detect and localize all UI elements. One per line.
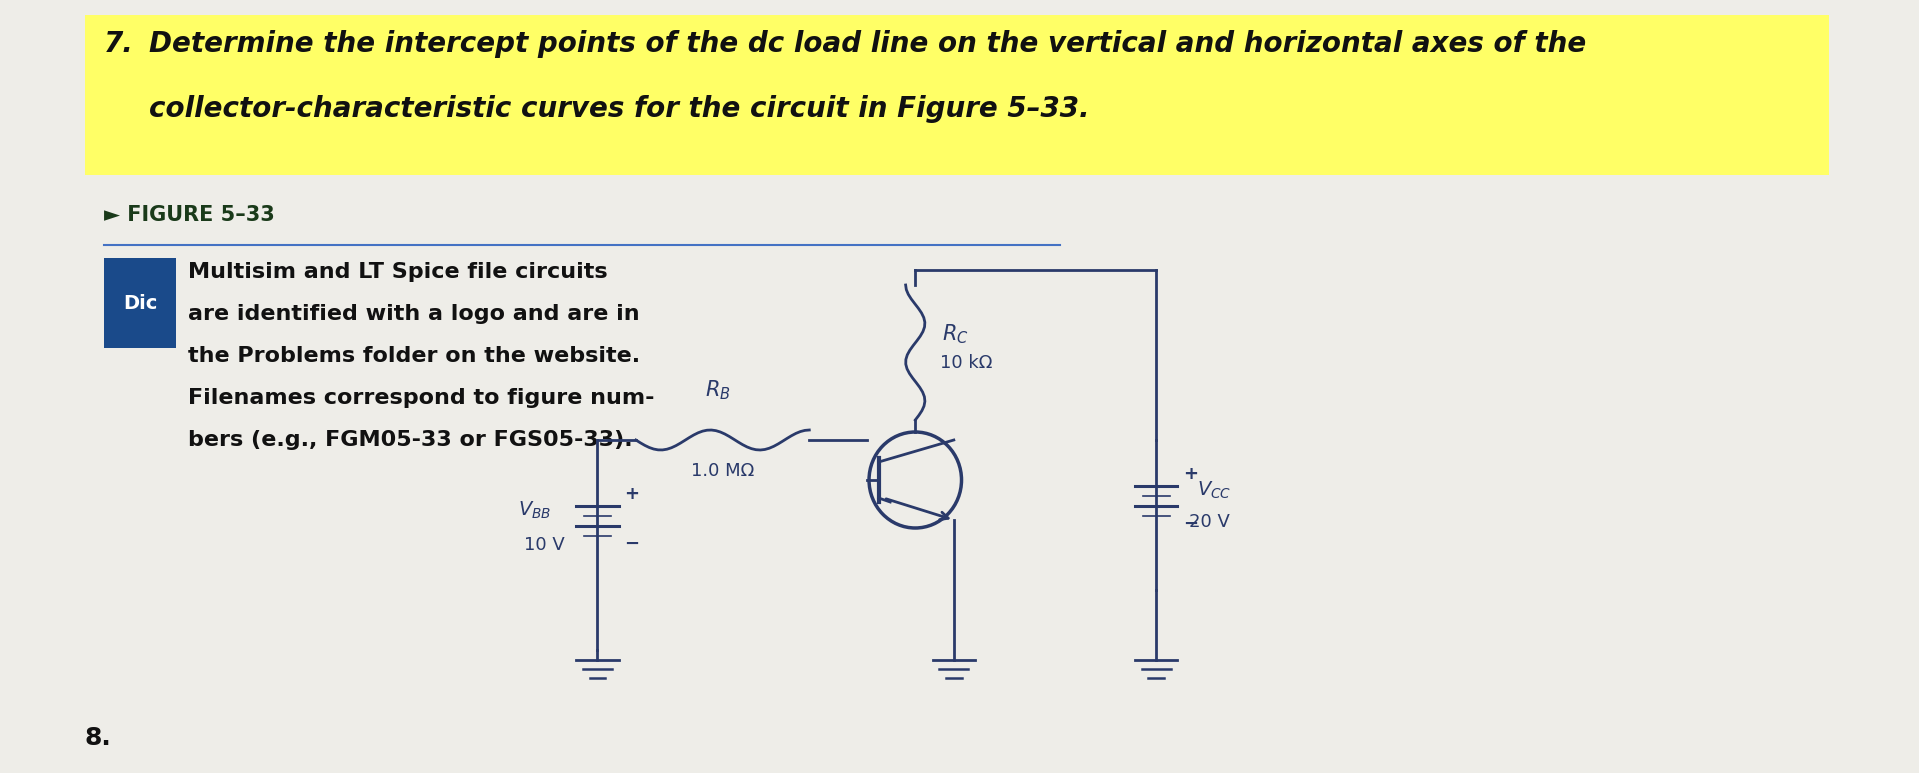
Text: $V_{BB}$: $V_{BB}$ <box>518 499 551 521</box>
Text: ► FIGURE 5–33: ► FIGURE 5–33 <box>104 205 274 225</box>
Text: Dic: Dic <box>123 294 157 312</box>
Text: bers (e.g., FGM05-33 or FGS05-33).: bers (e.g., FGM05-33 or FGS05-33). <box>188 430 633 450</box>
Text: 8.: 8. <box>84 726 111 750</box>
Text: Multisim and LT Spice file circuits: Multisim and LT Spice file circuits <box>188 262 608 282</box>
Text: are identified with a logo and are in: are identified with a logo and are in <box>188 304 639 324</box>
Text: 10 V: 10 V <box>524 536 564 554</box>
Text: 1.0 MΩ: 1.0 MΩ <box>691 462 754 480</box>
Text: $R_C$: $R_C$ <box>942 322 969 346</box>
Text: −: − <box>1184 515 1197 533</box>
Text: 10 kΩ: 10 kΩ <box>940 353 992 372</box>
Text: −: − <box>624 535 639 553</box>
Text: 20 V: 20 V <box>1188 513 1230 531</box>
Text: collector-characteristic curves for the circuit in Figure 5–33.: collector-characteristic curves for the … <box>150 95 1090 123</box>
Text: Determine the intercept points of the dc load line on the vertical and horizonta: Determine the intercept points of the dc… <box>150 30 1587 58</box>
FancyBboxPatch shape <box>104 258 177 348</box>
Text: the Problems folder on the website.: the Problems folder on the website. <box>188 346 641 366</box>
Text: $R_B$: $R_B$ <box>704 379 731 402</box>
Text: +: + <box>1184 465 1197 483</box>
Text: Filenames correspond to figure num-: Filenames correspond to figure num- <box>188 388 654 408</box>
Text: $V_{CC}$: $V_{CC}$ <box>1197 479 1232 501</box>
Text: 7.: 7. <box>104 30 134 58</box>
Text: +: + <box>624 485 639 503</box>
FancyBboxPatch shape <box>84 15 1829 175</box>
